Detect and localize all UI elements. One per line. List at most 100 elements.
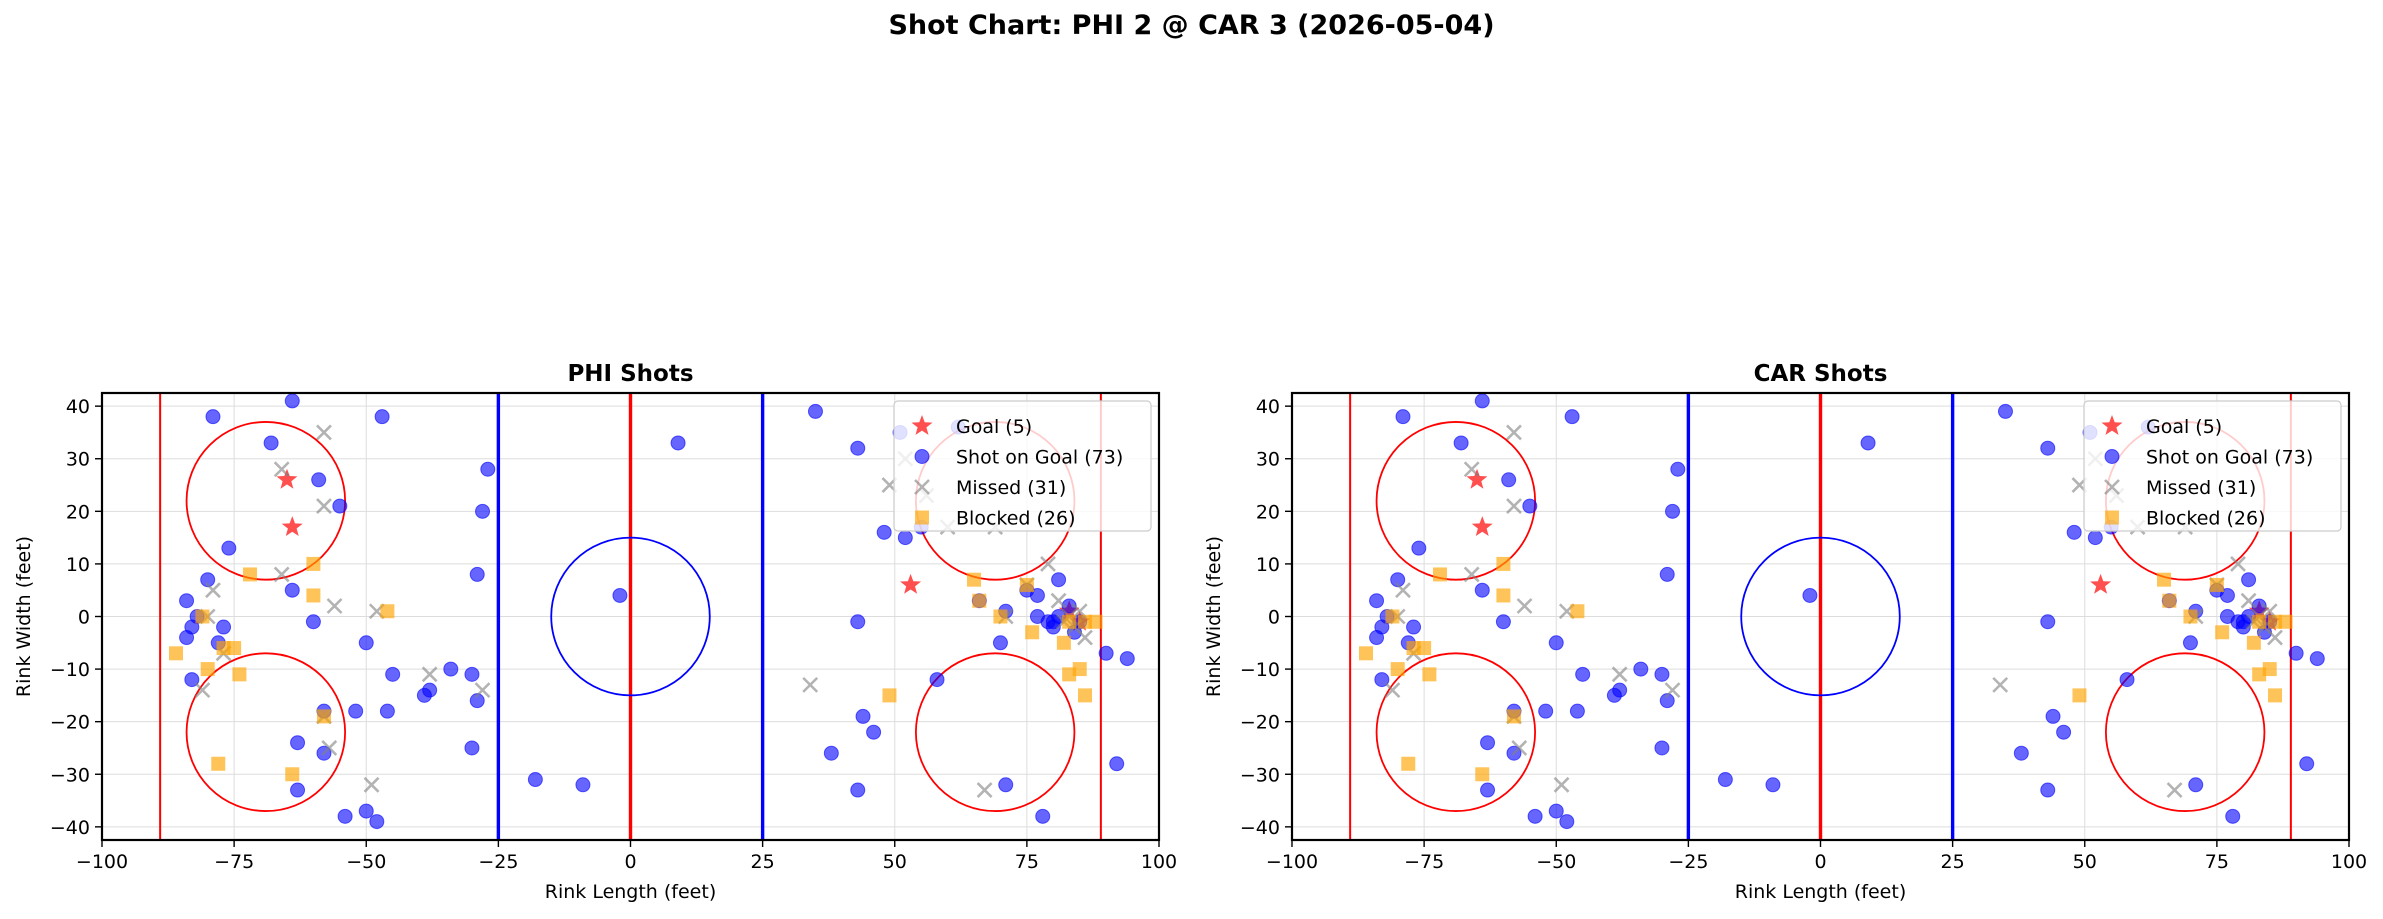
point-x (1463, 461, 1480, 478)
point-square (2268, 614, 2283, 629)
point-circle (1527, 808, 1543, 824)
y-tick-label: 20 (1256, 501, 1280, 523)
y-tick-label: 30 (1256, 449, 1280, 471)
point-circle (1029, 587, 1045, 603)
y-tick-label: 0 (78, 607, 90, 629)
y-tick-label: 0 (1268, 607, 1280, 629)
point-square (306, 588, 321, 603)
point-square (993, 609, 1008, 624)
point-x (2230, 555, 2246, 572)
point-square (380, 604, 395, 619)
point-square (1417, 641, 1432, 656)
point-circle (850, 614, 866, 630)
point-circle (897, 530, 913, 546)
legend-label: Missed (31) (2146, 477, 2256, 499)
x-tick-label: 75 (1015, 851, 1039, 873)
point-square (1072, 662, 1087, 677)
y-tick-label: −10 (50, 659, 90, 681)
point-square (1570, 604, 1585, 619)
point-circle (1109, 756, 1125, 772)
legend-label: Shot on Goal (73) (956, 447, 1123, 469)
point-square (242, 567, 257, 582)
faceoff-circle (185, 652, 347, 812)
x-tick-label: −50 (1536, 851, 1576, 873)
point-circle (263, 435, 279, 451)
point-x (1384, 682, 1401, 699)
point-x (1077, 629, 1093, 646)
point-x (194, 682, 211, 699)
point-square (2157, 572, 2172, 587)
point-circle (855, 708, 871, 724)
y-tick-label: 10 (66, 554, 90, 576)
x-tick-label: 100 (1141, 851, 1177, 873)
point-square (1088, 614, 1103, 629)
point-x (316, 498, 332, 514)
point-square (168, 646, 183, 661)
point-x (1506, 424, 1522, 441)
point-x (802, 676, 819, 693)
point-x (1040, 555, 1056, 572)
point-circle (1564, 409, 1580, 425)
point-circle (216, 619, 232, 635)
point-circle (179, 593, 195, 609)
point-square (2183, 609, 2198, 624)
point-square (316, 709, 331, 724)
point-x (273, 566, 290, 583)
point-circle (1411, 540, 1427, 556)
faceoff-circle (914, 652, 1076, 812)
point-circle (311, 472, 327, 488)
point-circle (998, 777, 1014, 793)
phi-shots-chart: PHI Shots−100 −75 −50 −25 0 25 50 75 100−40−30−2… (13, 361, 1177, 903)
point-circle (2299, 756, 2315, 772)
point-square (967, 572, 982, 587)
point-square (2162, 593, 2177, 608)
point-circle (1612, 682, 1628, 698)
x-tick-label: 0 (624, 851, 636, 873)
point-x (205, 582, 221, 599)
point-circle (374, 409, 390, 425)
point-circle (527, 772, 543, 788)
x-tick-label: 100 (2331, 851, 2367, 873)
point-circle (1098, 645, 1114, 661)
point-circle (284, 582, 300, 598)
point-circle (807, 403, 823, 419)
point-circle (1406, 619, 1422, 635)
point-square (972, 593, 987, 608)
point-x (2166, 782, 2183, 798)
point-circle (1051, 572, 1067, 588)
point-circle (1474, 582, 1490, 598)
legend-box (893, 400, 1152, 532)
point-circle (2182, 635, 2198, 651)
point-circle (2045, 708, 2061, 724)
point-square (2246, 635, 2261, 650)
x-tick-label: 0 (1814, 851, 1826, 873)
point-circle (2288, 645, 2304, 661)
point-square (1401, 756, 1416, 771)
point-circle (612, 587, 628, 603)
point-circle (1569, 703, 1585, 719)
point-circle (184, 672, 200, 688)
point-square (285, 767, 300, 782)
point-circle (369, 814, 385, 830)
point-square (1422, 667, 1437, 682)
point-square (2252, 667, 2267, 682)
point-circle (379, 703, 395, 719)
y-tick-label: −40 (1240, 817, 1280, 839)
legend-label: Goal (5) (2146, 416, 2222, 438)
point-square (2072, 688, 2087, 703)
point-x (1395, 582, 1411, 599)
point-circle (422, 682, 438, 698)
point-circle (850, 440, 866, 456)
y-tick-label: −30 (1240, 764, 1280, 786)
x-tick-label: −25 (478, 851, 518, 873)
legend: Goal (5) Shot on Goal (73) Missed (31) Bloc… (2083, 400, 2342, 532)
point-square (2215, 625, 2230, 640)
point-circle (205, 409, 221, 425)
point-circle (1119, 651, 1135, 667)
point-square (1506, 709, 1521, 724)
point-circle (866, 724, 882, 740)
point-circle (1369, 630, 1385, 646)
chart-title: CAR Shots (1754, 361, 1888, 387)
point-circle (2040, 782, 2056, 798)
point-x (474, 682, 491, 699)
